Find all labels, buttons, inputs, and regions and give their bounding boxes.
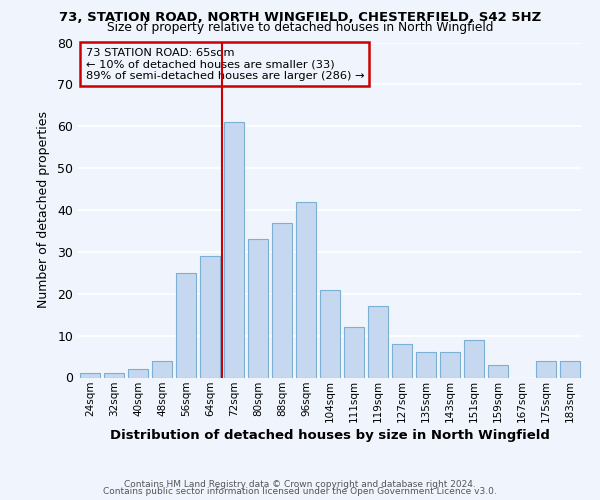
Bar: [320, 290, 340, 378]
Bar: [104, 374, 124, 378]
Bar: [128, 369, 148, 378]
Bar: [176, 273, 196, 378]
Bar: [416, 352, 436, 378]
X-axis label: Distribution of detached houses by size in North Wingfield: Distribution of detached houses by size …: [110, 430, 550, 442]
Bar: [488, 365, 508, 378]
Bar: [224, 122, 244, 378]
Text: Contains public sector information licensed under the Open Government Licence v3: Contains public sector information licen…: [103, 487, 497, 496]
Bar: [152, 361, 172, 378]
Y-axis label: Number of detached properties: Number of detached properties: [37, 112, 50, 308]
Bar: [536, 361, 556, 378]
Bar: [344, 327, 364, 378]
Bar: [296, 202, 316, 378]
Text: Contains HM Land Registry data © Crown copyright and database right 2024.: Contains HM Land Registry data © Crown c…: [124, 480, 476, 489]
Bar: [248, 240, 268, 378]
Bar: [392, 344, 412, 378]
Text: 73, STATION ROAD, NORTH WINGFIELD, CHESTERFIELD, S42 5HZ: 73, STATION ROAD, NORTH WINGFIELD, CHEST…: [59, 11, 541, 24]
Bar: [272, 222, 292, 378]
Bar: [368, 306, 388, 378]
Bar: [464, 340, 484, 378]
Text: 73 STATION ROAD: 65sqm
← 10% of detached houses are smaller (33)
89% of semi-det: 73 STATION ROAD: 65sqm ← 10% of detached…: [86, 48, 364, 80]
Bar: [80, 374, 100, 378]
Bar: [560, 361, 580, 378]
Text: Size of property relative to detached houses in North Wingfield: Size of property relative to detached ho…: [107, 22, 493, 35]
Bar: [440, 352, 460, 378]
Bar: [200, 256, 220, 378]
